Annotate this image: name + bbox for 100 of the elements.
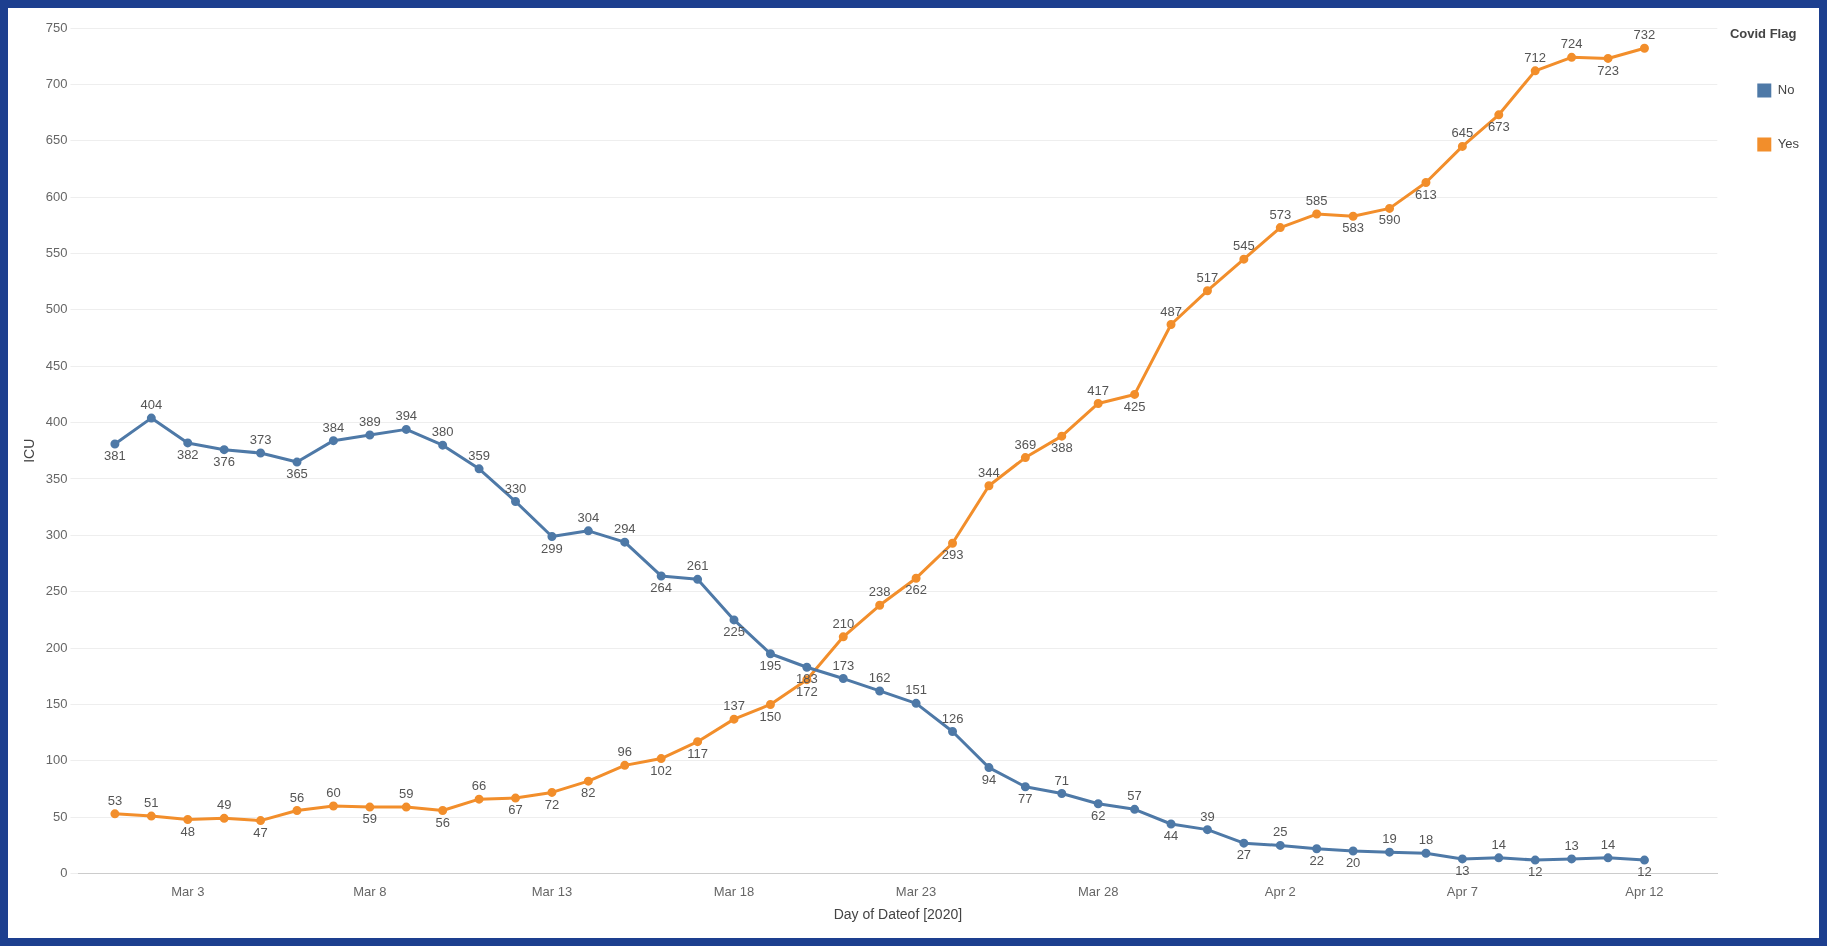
point bbox=[1275, 840, 1285, 850]
data-label: 732 bbox=[1633, 27, 1656, 43]
data-label: 384 bbox=[322, 419, 345, 435]
point bbox=[1093, 799, 1103, 809]
point bbox=[256, 448, 266, 458]
point bbox=[1312, 209, 1322, 219]
data-label: 389 bbox=[358, 414, 381, 430]
data-label: 293 bbox=[941, 547, 964, 563]
point bbox=[583, 776, 593, 786]
point bbox=[765, 649, 775, 659]
data-label: 19 bbox=[1382, 831, 1397, 847]
point bbox=[183, 814, 193, 824]
data-label: 723 bbox=[1597, 62, 1619, 78]
data-label: 94 bbox=[981, 771, 997, 787]
point bbox=[1639, 855, 1649, 865]
data-label: 264 bbox=[650, 580, 673, 596]
y-tick-label: 200 bbox=[45, 639, 68, 655]
data-label: 388 bbox=[1050, 440, 1073, 456]
data-label: 344 bbox=[978, 464, 1000, 480]
data-label: 380 bbox=[431, 424, 454, 440]
point bbox=[474, 794, 484, 804]
data-label: 47 bbox=[253, 824, 268, 840]
point bbox=[292, 457, 302, 467]
point bbox=[1020, 782, 1030, 792]
data-label: 77 bbox=[1018, 790, 1033, 806]
legend-label: No bbox=[1777, 82, 1795, 98]
data-label: 53 bbox=[107, 792, 123, 808]
data-label: 261 bbox=[686, 558, 709, 574]
legend-title: Covid Flag bbox=[1729, 26, 1797, 42]
x-tick-label: Apr 12 bbox=[1625, 883, 1664, 899]
point bbox=[256, 816, 266, 826]
point bbox=[1166, 819, 1176, 829]
data-label: 71 bbox=[1054, 772, 1070, 788]
point bbox=[110, 439, 120, 449]
data-label: 82 bbox=[581, 785, 596, 801]
point bbox=[438, 440, 448, 450]
point bbox=[948, 727, 958, 737]
data-label: 62 bbox=[1090, 807, 1106, 823]
point bbox=[802, 662, 812, 672]
x-tick-label: Mar 8 bbox=[353, 883, 387, 899]
x-tick-label: Mar 3 bbox=[171, 883, 205, 899]
point bbox=[511, 497, 520, 507]
point bbox=[511, 793, 520, 803]
point bbox=[656, 571, 666, 581]
data-label: 172 bbox=[796, 683, 818, 699]
point bbox=[1130, 389, 1140, 399]
point bbox=[1348, 846, 1358, 856]
data-label: 712 bbox=[1524, 49, 1547, 65]
data-label: 585 bbox=[1305, 193, 1328, 209]
point bbox=[438, 805, 448, 815]
data-label: 381 bbox=[104, 448, 126, 464]
point bbox=[1057, 789, 1067, 799]
point bbox=[1530, 855, 1540, 865]
y-tick-label: 750 bbox=[45, 19, 68, 35]
point bbox=[948, 538, 958, 548]
point bbox=[1057, 431, 1067, 441]
point bbox=[1567, 52, 1577, 62]
data-label: 13 bbox=[1564, 838, 1579, 854]
point bbox=[1202, 286, 1212, 296]
y-tick-label: 700 bbox=[45, 75, 68, 91]
y-tick-label: 400 bbox=[45, 414, 68, 430]
data-label: 425 bbox=[1123, 398, 1146, 414]
point bbox=[401, 802, 411, 812]
data-label: 14 bbox=[1600, 836, 1616, 852]
data-label: 359 bbox=[468, 447, 490, 463]
data-label: 60 bbox=[326, 785, 341, 801]
x-tick-label: Apr 2 bbox=[1264, 883, 1296, 899]
y-tick-label: 550 bbox=[45, 245, 68, 261]
y-tick-label: 150 bbox=[45, 696, 68, 712]
point bbox=[219, 445, 229, 455]
data-label: 173 bbox=[832, 657, 855, 673]
data-label: 369 bbox=[1014, 436, 1037, 452]
point bbox=[838, 632, 848, 642]
data-label: 27 bbox=[1236, 847, 1252, 863]
point bbox=[1202, 825, 1212, 835]
data-label: 20 bbox=[1345, 855, 1361, 871]
point bbox=[729, 615, 739, 625]
data-label: 373 bbox=[249, 432, 272, 448]
data-label: 673 bbox=[1487, 118, 1510, 134]
data-label: 51 bbox=[144, 795, 159, 811]
point bbox=[547, 787, 557, 797]
y-tick-label: 600 bbox=[45, 188, 68, 204]
x-tick-label: Mar 28 bbox=[1077, 883, 1119, 899]
point bbox=[583, 526, 593, 536]
data-label: 590 bbox=[1378, 212, 1401, 228]
point bbox=[1239, 254, 1249, 264]
y-tick-label: 500 bbox=[45, 301, 68, 317]
x-tick-label: Mar 13 bbox=[531, 883, 573, 899]
x-axis-title: Day of Dateof [2020] bbox=[833, 906, 963, 923]
data-label: 96 bbox=[617, 744, 632, 760]
point bbox=[1603, 53, 1613, 63]
data-label: 67 bbox=[508, 802, 523, 818]
data-label: 613 bbox=[1415, 186, 1437, 202]
point bbox=[146, 811, 156, 821]
point bbox=[1312, 844, 1322, 854]
point bbox=[1275, 223, 1285, 233]
point bbox=[1093, 398, 1103, 408]
data-label: 382 bbox=[176, 446, 199, 462]
y-tick-label: 50 bbox=[53, 808, 68, 824]
y-tick-label: 0 bbox=[60, 865, 68, 881]
